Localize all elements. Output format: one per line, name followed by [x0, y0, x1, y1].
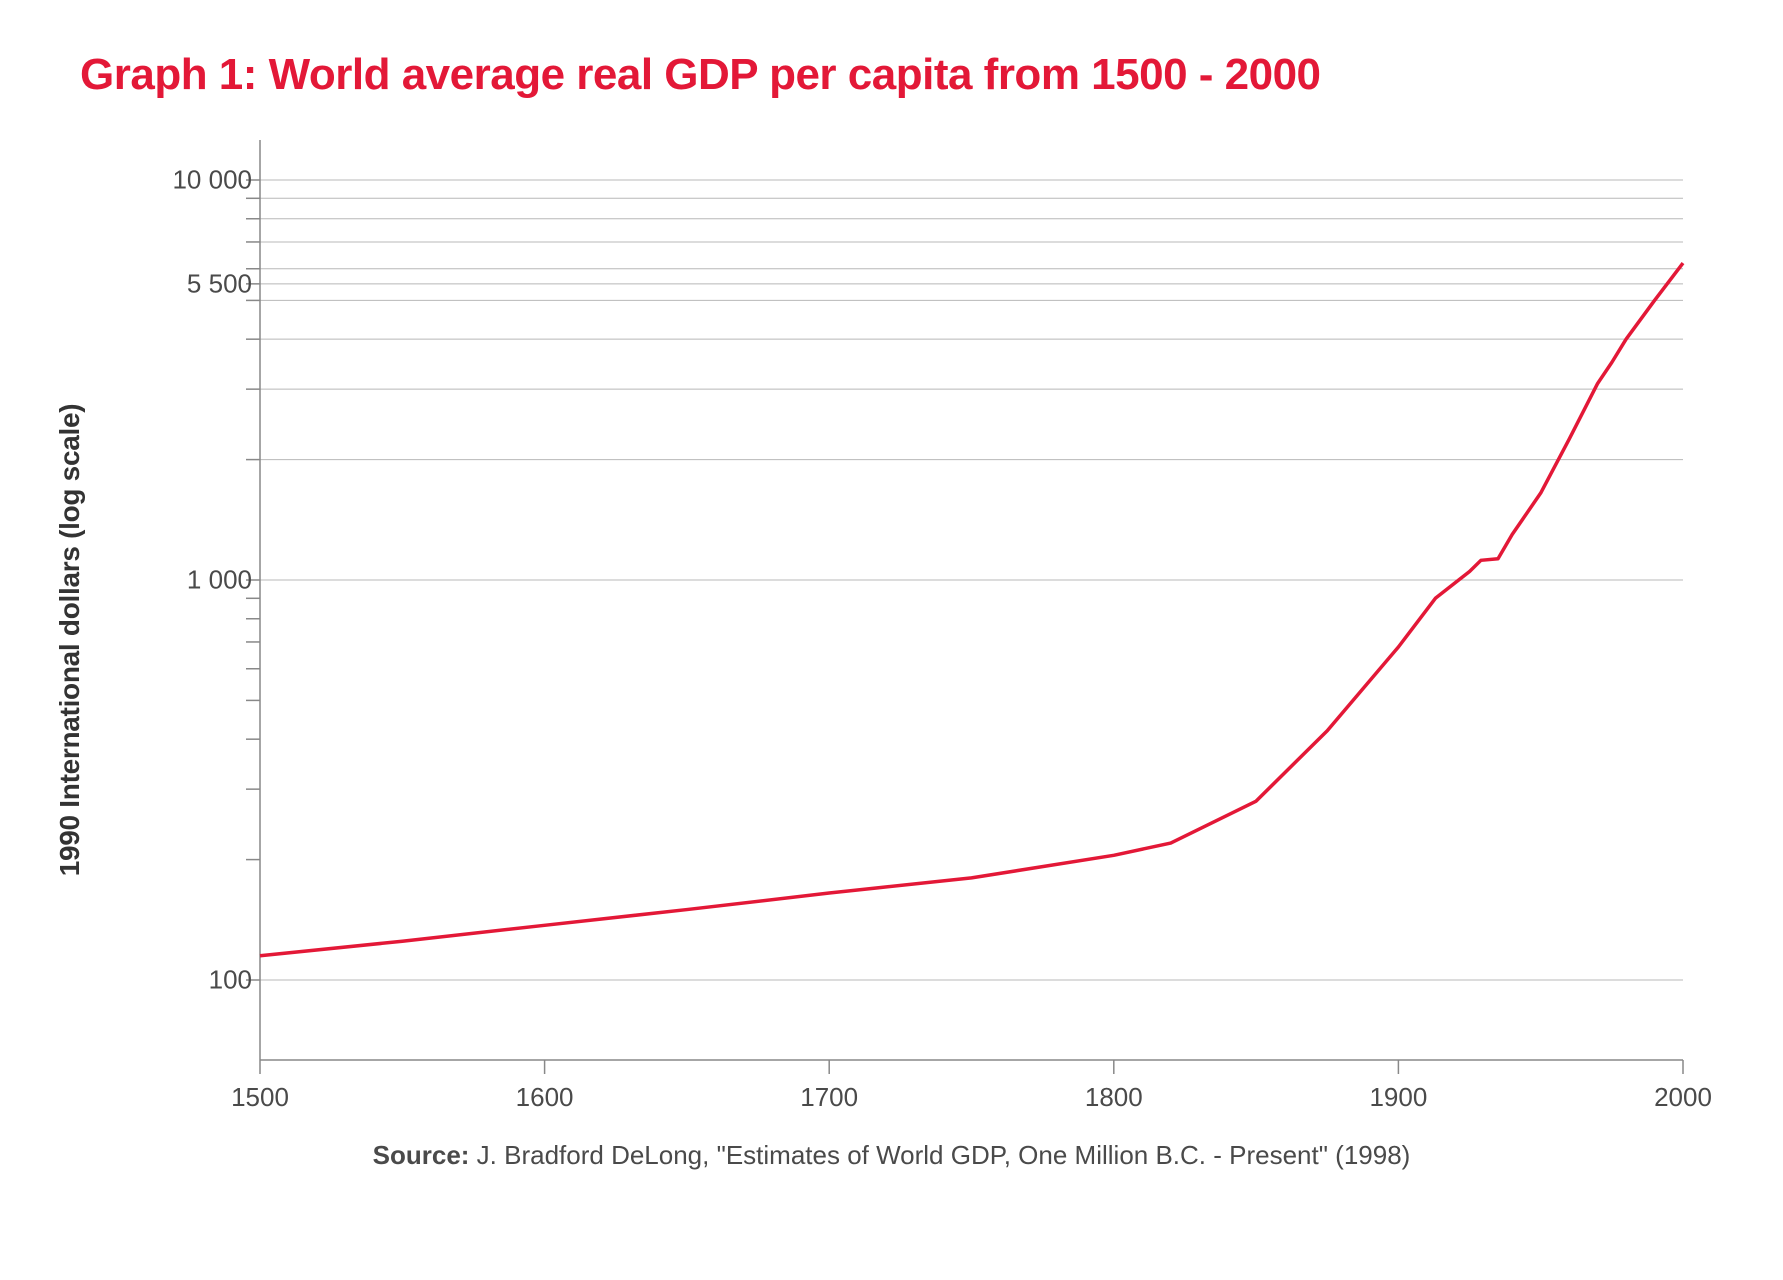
page: Graph 1: World average real GDP per capi… [0, 0, 1783, 1280]
plot-area [260, 140, 1683, 1060]
x-tick-label: 1500 [231, 1082, 289, 1113]
x-tick-label: 1600 [516, 1082, 574, 1113]
chart-title: Graph 1: World average real GDP per capi… [80, 50, 1703, 100]
y-axis-label: 1990 International dollars (log scale) [54, 404, 86, 877]
x-tick-label: 1800 [1085, 1082, 1143, 1113]
x-tick-label: 2000 [1654, 1082, 1712, 1113]
x-tick-label: 1700 [800, 1082, 858, 1113]
y-tick-label: 100 [209, 965, 252, 996]
source-text: J. Bradford DeLong, "Estimates of World … [469, 1140, 1410, 1170]
source-label: Source: [373, 1140, 470, 1170]
x-tick-label: 1900 [1369, 1082, 1427, 1113]
y-tick-label: 10 000 [172, 165, 252, 196]
y-tick-label: 1 000 [187, 565, 252, 596]
chart-container: 1990 International dollars (log scale) 1… [80, 130, 1703, 1150]
y-tick-label: 5 500 [187, 268, 252, 299]
source-citation: Source: J. Bradford DeLong, "Estimates o… [80, 1140, 1703, 1171]
